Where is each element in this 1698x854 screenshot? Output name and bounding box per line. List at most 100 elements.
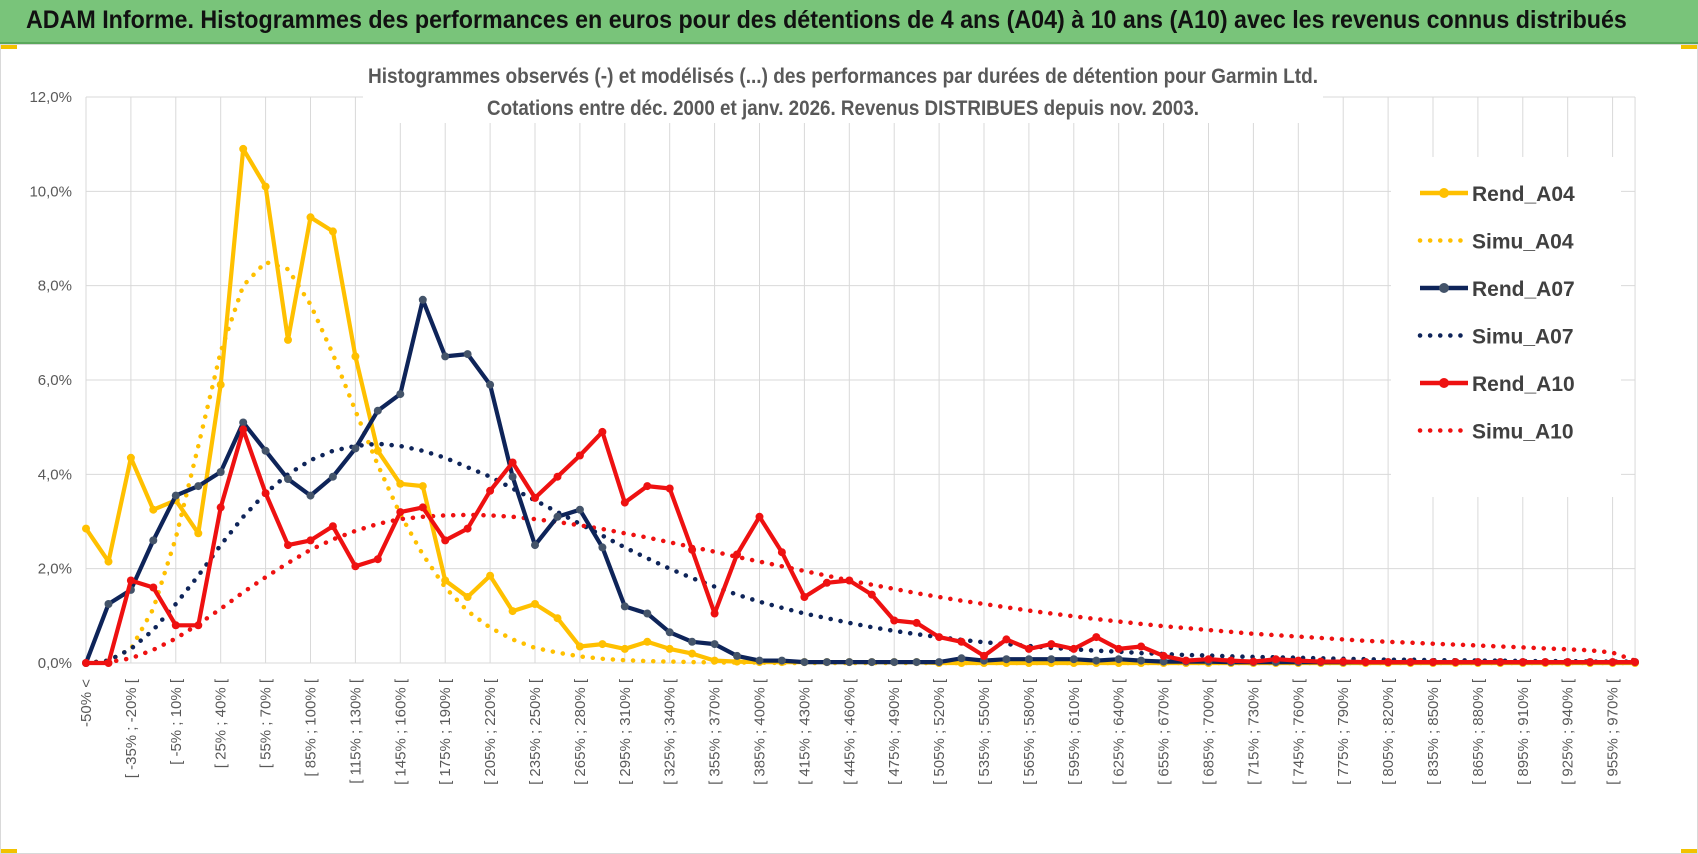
legend-item-rend_a07: Rend_A07: [1420, 278, 1575, 301]
legend-item-rend_a04: Rend_A04: [1420, 183, 1575, 206]
data-point: [665, 484, 674, 493]
data-point: [598, 543, 607, 552]
data-point: [82, 524, 90, 533]
chart-frame: 0,0% 2,0% 4,0% 6,0% 8,0% 10,0% 12,0% -50% < [ -…: [0, 44, 1698, 854]
data-point: [373, 555, 382, 564]
x-tick-label: [ 385% ; 400% [: [752, 678, 769, 785]
data-point: [351, 352, 360, 361]
corner-mark: [1, 45, 17, 49]
data-point: [553, 512, 562, 521]
series-rend_a10: [82, 425, 1639, 667]
legend-label: Rend_A10: [1472, 373, 1575, 396]
x-tick-label: [ 25% ; 40% [: [213, 678, 230, 768]
data-point: [126, 453, 135, 462]
data-point: [239, 425, 248, 434]
legend-label: Simu_A07: [1472, 326, 1574, 349]
data-point: [980, 651, 988, 660]
data-point: [1294, 656, 1303, 665]
data-point: [216, 468, 225, 476]
data-point: [531, 493, 539, 502]
series-line: [83, 512, 1638, 666]
data-point: [1159, 657, 1168, 666]
data-point: [82, 659, 90, 667]
series-simu_a10: [83, 512, 1638, 666]
data-point: [396, 508, 405, 517]
data-point: [486, 380, 495, 389]
data-point: [800, 658, 809, 667]
data-point: [441, 536, 450, 545]
x-tick-label: [ -5% ; 10% [: [168, 678, 185, 765]
data-point: [1316, 657, 1325, 666]
data-point: [755, 512, 764, 521]
data-point: [1227, 656, 1235, 665]
data-point: [1092, 633, 1101, 642]
x-tick-label: [ 655% ; 670% [: [1156, 678, 1173, 785]
x-tick-label: [ 535% ; 550% [: [976, 678, 993, 785]
x-tick-label: [ 205% ; 220% [: [482, 678, 499, 785]
data-point: [710, 640, 719, 649]
data-point: [755, 656, 764, 665]
data-point: [620, 644, 629, 653]
x-tick-label: [ 235% ; 250% [: [527, 678, 544, 785]
data-point: [1496, 658, 1505, 667]
data-point: [1069, 644, 1078, 653]
data-point: [1002, 635, 1011, 644]
data-point: [261, 489, 270, 498]
data-point: [733, 550, 741, 559]
data-point: [1249, 657, 1258, 666]
data-point: [1473, 658, 1482, 667]
data-point: [418, 295, 427, 304]
data-point: [171, 491, 180, 500]
data-point: [373, 446, 382, 455]
data-point: [1631, 658, 1639, 667]
data-point: [508, 458, 517, 467]
data-point: [1137, 656, 1146, 665]
data-point: [1047, 655, 1056, 664]
data-point: [1451, 658, 1460, 667]
data-point: [1563, 658, 1572, 667]
data-point: [1024, 644, 1033, 653]
data-point: [486, 571, 495, 580]
report-title: ADAM Informe. Histogrammes des performan…: [26, 6, 1627, 34]
data-point: [912, 618, 921, 627]
y-tick-label: 4,0%: [38, 466, 72, 483]
legend-item-simu_a04: Simu_A04: [1417, 231, 1574, 254]
data-point: [643, 637, 652, 646]
data-point: [1429, 658, 1437, 667]
data-point: [575, 642, 584, 651]
data-point: [441, 576, 450, 585]
data-point: [284, 475, 292, 483]
y-tick-label: 10,0%: [29, 183, 72, 200]
data-point: [733, 657, 741, 666]
data-point: [553, 614, 562, 623]
data-point: [1608, 658, 1617, 667]
x-tick-label: [ -35% ; -20% [: [123, 678, 140, 778]
data-point: [1114, 655, 1123, 664]
x-tick-label: [ 295% ; 310% [: [617, 678, 634, 785]
data-point: [396, 390, 405, 399]
corner-mark: [1681, 45, 1697, 49]
data-point: [620, 498, 629, 507]
data-point: [306, 213, 315, 222]
data-point: [777, 548, 786, 557]
legend-item-rend_a10: Rend_A10: [1420, 373, 1575, 396]
legend-marker: [1439, 188, 1449, 198]
y-tick-label: 6,0%: [38, 372, 72, 389]
data-point: [239, 418, 248, 427]
data-point: [171, 621, 180, 630]
data-point: [733, 651, 741, 660]
data-point: [1339, 657, 1348, 666]
data-point: [306, 491, 315, 500]
data-point: [1361, 658, 1370, 667]
data-point: [216, 503, 225, 512]
histogram-chart: 0,0% 2,0% 4,0% 6,0% 8,0% 10,0% 12,0% -50% < [ -…: [29, 55, 1639, 785]
data-point: [935, 658, 944, 667]
data-point: [1182, 656, 1190, 665]
data-point: [396, 479, 405, 488]
series-layer: [82, 144, 1639, 667]
data-point: [710, 656, 719, 665]
data-point: [239, 144, 248, 153]
x-tick-label: [ 475% ; 490% [: [886, 678, 903, 785]
data-point: [688, 637, 697, 646]
data-point: [845, 658, 854, 667]
